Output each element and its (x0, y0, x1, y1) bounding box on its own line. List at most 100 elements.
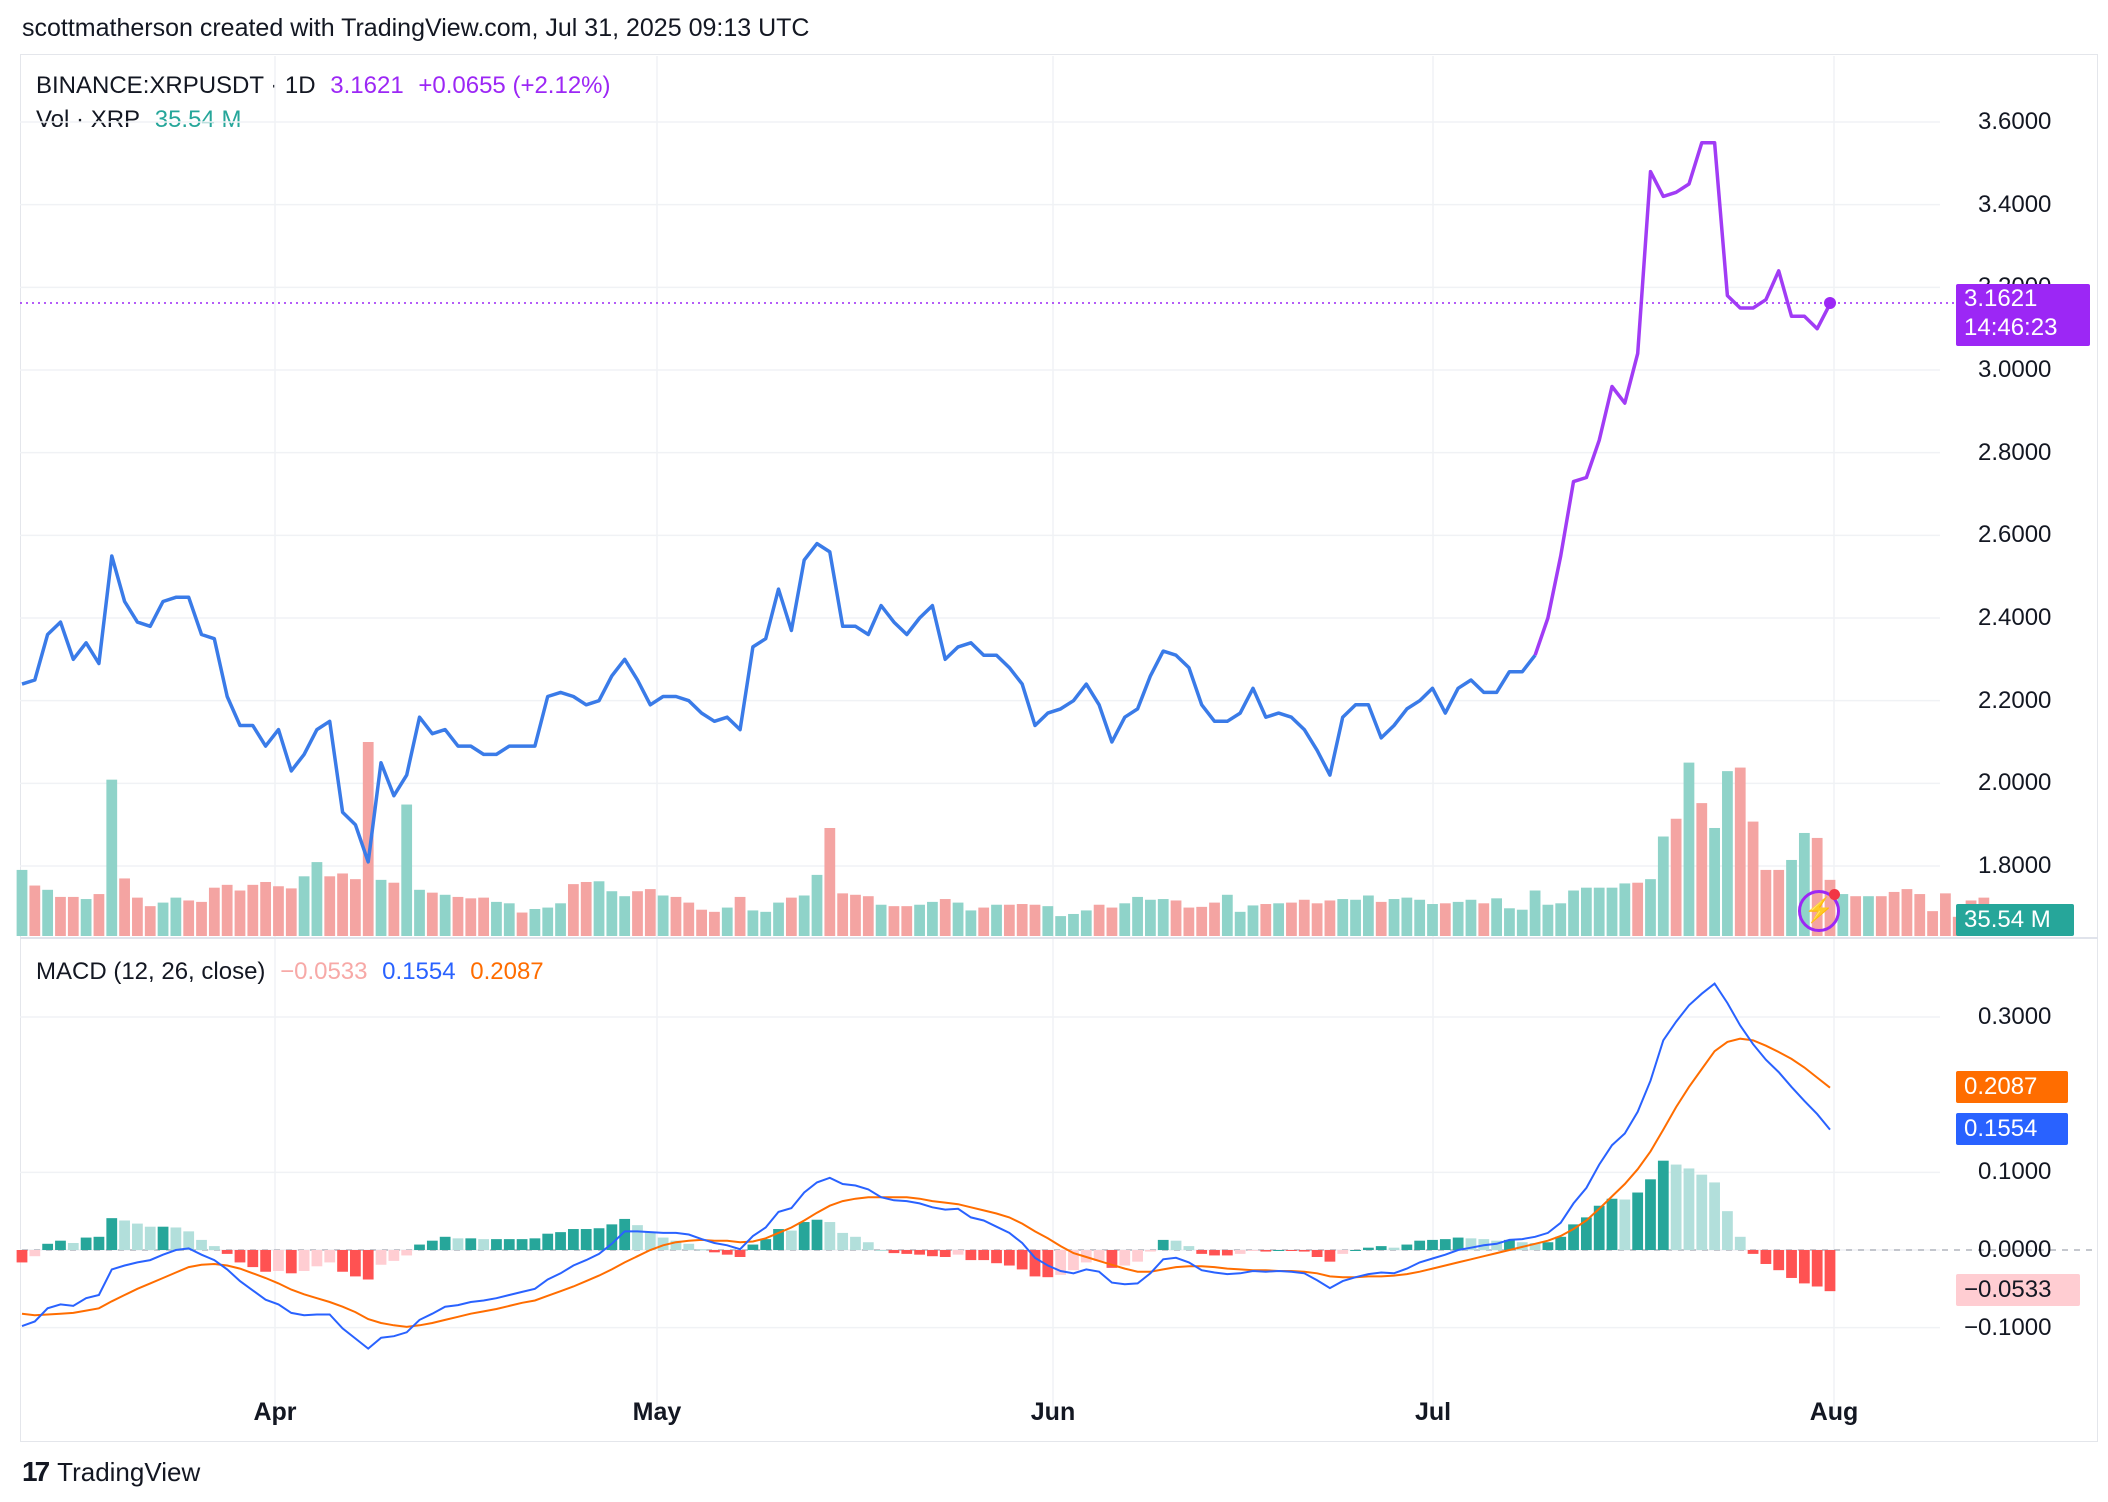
last-price-dot (1824, 296, 1836, 309)
volume-bar (337, 873, 348, 936)
macd-hist-bar (1439, 1239, 1451, 1250)
volume-bar (55, 896, 66, 936)
volume-bar (875, 904, 887, 936)
volume-bar (452, 896, 464, 936)
macd-hist-bar (939, 1250, 951, 1257)
macd-hist-bar (1016, 1250, 1028, 1270)
macd-hist-bar (709, 1250, 720, 1253)
macd-hist-bar (337, 1250, 348, 1272)
macd-hist-bar (1003, 1250, 1015, 1266)
volume-bar (927, 901, 938, 936)
macd-hist-bar (362, 1250, 374, 1280)
volume-bar (619, 896, 631, 936)
macd-hist-bar (901, 1250, 913, 1254)
macd-hist-bar (785, 1230, 797, 1250)
volume-bar (1286, 902, 1297, 936)
volume-bar (632, 891, 643, 936)
macd-hist-bar (1247, 1250, 1259, 1251)
main-legend[interactable]: BINANCE:XRPUSDT · 1D 3.1621 +0.0655 (+2.… (36, 72, 619, 100)
macd-hist-bar (1029, 1250, 1041, 1277)
volume-label: Vol · XRP (36, 106, 141, 133)
macd-line-value: 0.1554 (382, 958, 456, 985)
volume-bar (1452, 901, 1464, 936)
price-axis-label: 2.0000 (1978, 769, 2052, 797)
macd-hist-bar (1157, 1239, 1169, 1250)
macd-hist-bar (747, 1244, 759, 1250)
volume-bar (1555, 903, 1567, 936)
volume-bar (965, 910, 977, 936)
macd-hist-bar (721, 1250, 733, 1255)
volume-bar (1362, 895, 1374, 936)
volume-bar (298, 876, 310, 936)
price-axis-label: 2.2000 (1978, 686, 2052, 714)
volume-bar (503, 903, 515, 936)
macd-hist-bar (1375, 1246, 1387, 1250)
volume-bar (811, 874, 823, 936)
volume-bar (311, 862, 323, 936)
macd-hist-bar (1657, 1160, 1669, 1250)
signal-line (21, 1037, 1831, 1328)
volume-bar (144, 906, 156, 936)
macd-hist-bar (1670, 1164, 1682, 1250)
volume-bar (516, 912, 528, 936)
volume-bar (721, 907, 733, 936)
macd-tag: 0.1554 (1956, 1113, 2068, 1145)
macd-axis-label: 0.1000 (1978, 1158, 2052, 1186)
volume-bar (824, 827, 836, 936)
macd-hist-bar (1709, 1182, 1720, 1250)
volume-bar (1324, 900, 1336, 936)
macd-hist-bar (1811, 1250, 1823, 1287)
tradingview-logo[interactable]: 17 TradingView (22, 1456, 200, 1488)
lightning-icon[interactable]: ⚡ (1798, 890, 1840, 932)
volume-bar (850, 894, 861, 936)
macd-hist-bar (1798, 1250, 1810, 1284)
macd-hist-bar (593, 1228, 605, 1250)
macd-hist-bar (208, 1246, 220, 1250)
macd-hist-bar (144, 1226, 156, 1250)
volume-bar (580, 881, 592, 936)
macd-hist-bar (401, 1250, 413, 1256)
volume-bar (1183, 907, 1195, 936)
macd-hist-bar (683, 1243, 695, 1250)
price-axis-label: 2.8000 (1978, 438, 2052, 466)
price-tag: 3.1621 14:46:23 (1956, 284, 2090, 346)
macd-hist-bar (734, 1250, 746, 1257)
macd-hist-bar (503, 1239, 515, 1250)
macd-hist-bar (567, 1229, 579, 1250)
price-axis-label: 3.4000 (1978, 190, 2052, 218)
volume-bar (683, 902, 695, 936)
volume-bar (29, 885, 41, 936)
volume-bar (1863, 896, 1874, 936)
macd-hist-bar (132, 1223, 143, 1250)
macd-hist-bar (965, 1250, 977, 1261)
macd-hist-bar (978, 1250, 990, 1261)
macd-hist-bar (927, 1250, 938, 1257)
price-tag-countdown: 14:46:23 (1964, 314, 2058, 341)
volume-bar (991, 904, 1002, 936)
volume-bar (529, 908, 541, 936)
volume-bar (657, 895, 669, 936)
macd-axis-label: −0.1000 (1964, 1313, 2052, 1341)
volume-bar (1516, 909, 1528, 936)
volume-tag: 35.54 M (1956, 904, 2074, 936)
macd-hist-bar (42, 1243, 54, 1250)
macd-hist-bar (1760, 1250, 1772, 1264)
macd-legend[interactable]: MACD (12, 26, close) −0.0533 0.1554 0.20… (36, 958, 552, 986)
price-axis-label: 2.4000 (1978, 604, 2052, 631)
macd-hist-bar (644, 1232, 656, 1250)
macd-hist-bar (619, 1218, 631, 1250)
macd-hist-bar (606, 1224, 618, 1250)
volume-bar (709, 911, 720, 936)
volume-bar (1093, 904, 1105, 936)
volume-bar (1196, 906, 1208, 936)
volume-bar (1029, 904, 1041, 936)
macd-hist-bar (285, 1250, 297, 1274)
volume-bar (1221, 894, 1233, 936)
macd-hist-bar (221, 1250, 233, 1254)
volume-bar (1401, 897, 1413, 936)
macd-hist-bar (580, 1229, 592, 1250)
macd-hist-bar (247, 1250, 259, 1268)
volume-bar (1914, 894, 1926, 936)
volume-legend[interactable]: Vol · XRP 35.54 M (36, 106, 249, 134)
